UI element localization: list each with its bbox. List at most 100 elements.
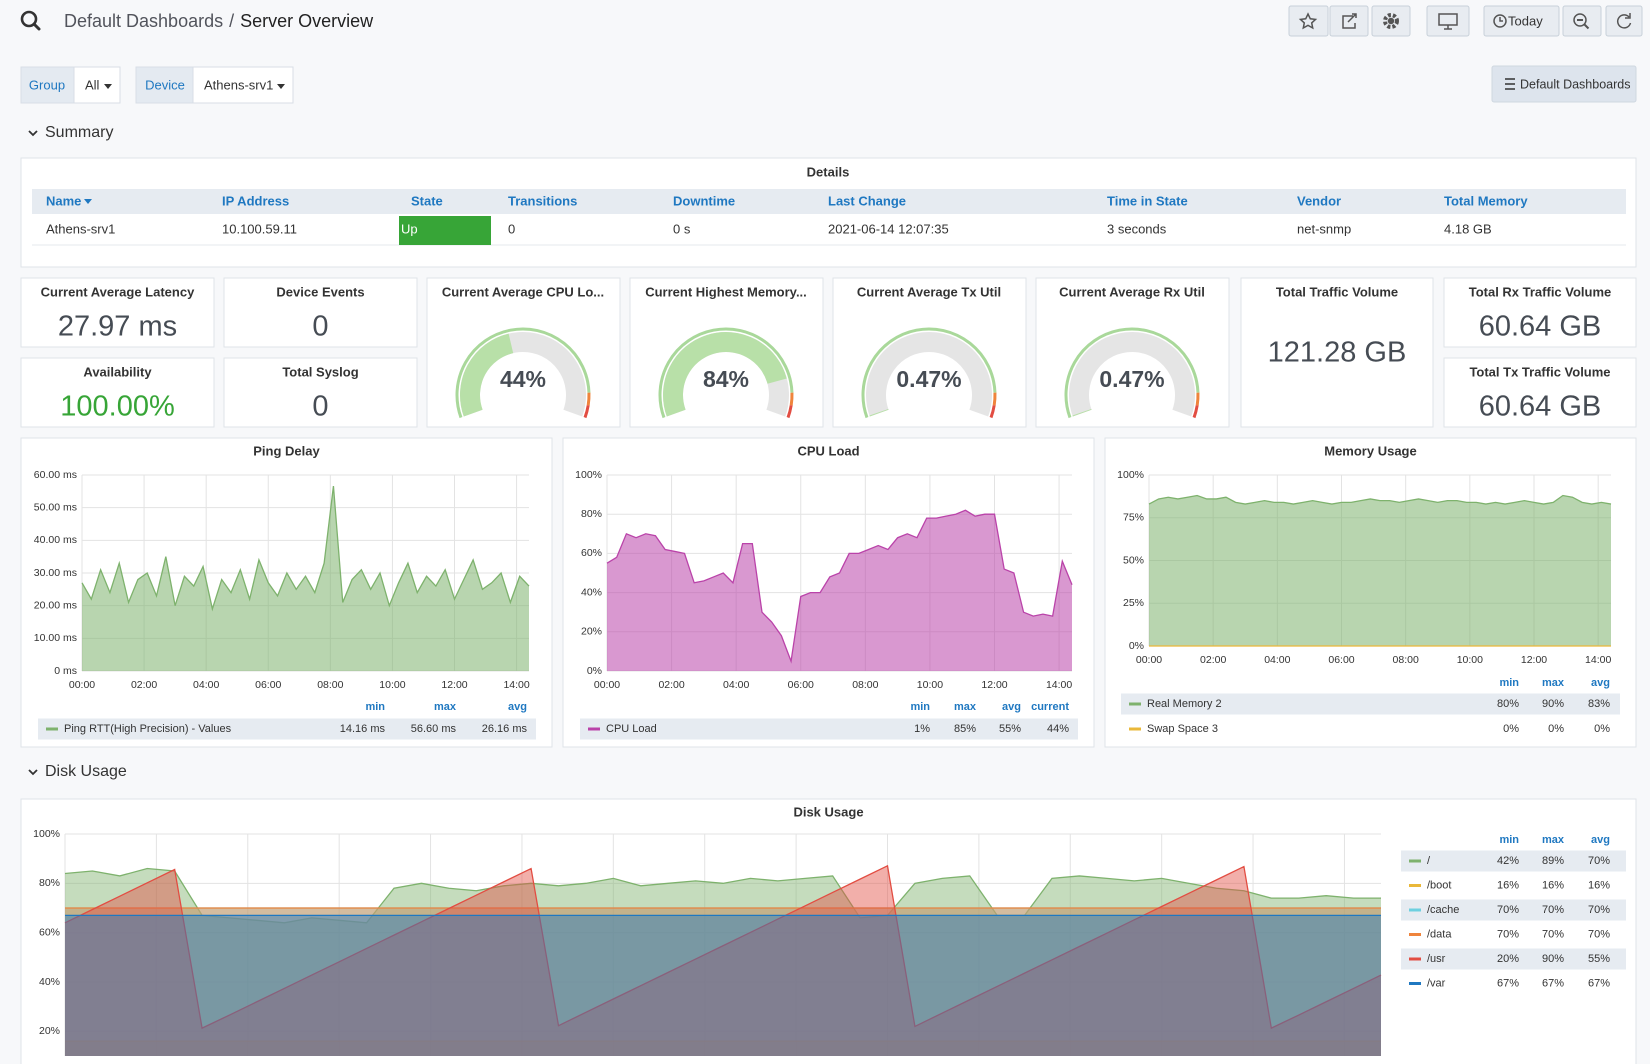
gauge-title: Current Average CPU Lo...: [442, 284, 604, 299]
legend-row-bg: [38, 718, 536, 740]
panel: [426, 277, 621, 428]
legend-stat: 90%: [1542, 953, 1564, 965]
legend-column-header: avg: [1591, 834, 1610, 846]
variable-select[interactable]: [192, 66, 294, 104]
breadcrumb-parent[interactable]: Default Dashboards: [64, 11, 223, 31]
column-header[interactable]: Last Change: [828, 193, 906, 208]
panel-title: Ping Delay: [253, 443, 320, 458]
gauge-threshold-ok: [1064, 327, 1200, 419]
row-chevron[interactable]: [28, 130, 38, 137]
star-button[interactable]: [1288, 5, 1329, 37]
legend-series-name[interactable]: /data: [1427, 928, 1452, 940]
tv-button[interactable]: [1426, 5, 1470, 37]
gauge-threshold-warn: [789, 392, 794, 406]
dashboards-button[interactable]: [1491, 65, 1637, 103]
legend-stat: 83%: [1588, 698, 1610, 710]
series-area: [65, 1041, 1381, 1056]
panel-title: Disk Usage: [793, 804, 863, 819]
column-header[interactable]: State: [411, 193, 443, 208]
legend-stat: 26.16 ms: [482, 723, 528, 735]
sort-indicator: [84, 199, 92, 204]
y-tick-label: 40%: [39, 976, 60, 988]
column-header[interactable]: Total Memory: [1444, 193, 1528, 208]
variable-value[interactable]: Athens-srv1: [204, 77, 273, 92]
column-header[interactable]: Name: [46, 193, 81, 208]
y-tick-label: 40%: [581, 586, 602, 598]
stat-value: 27.97 ms: [58, 311, 177, 343]
legend-stat: 70%: [1588, 928, 1610, 940]
legend-stat: 67%: [1542, 977, 1564, 989]
column-header[interactable]: Transitions: [508, 193, 577, 208]
series-area: [82, 486, 529, 671]
legend-stat: 0%: [1548, 723, 1564, 735]
legend-series-name[interactable]: Ping RTT(High Precision) - Values: [64, 723, 232, 735]
column-header[interactable]: Vendor: [1297, 193, 1341, 208]
table-cell: 3 seconds: [1107, 221, 1167, 236]
gauge-threshold-ok: [861, 327, 997, 419]
row-title[interactable]: Summary: [45, 124, 113, 141]
panel: [20, 357, 215, 428]
legend-column-header: min: [1499, 834, 1519, 846]
stat-title: Current Average Latency: [41, 284, 195, 299]
y-tick-label: 0%: [1129, 640, 1144, 652]
y-tick-label: 20%: [581, 626, 602, 638]
legend-series-name[interactable]: Swap Space 3: [1147, 723, 1218, 735]
x-tick-label: 06:00: [788, 679, 814, 691]
table-cell: Athens-srv1: [46, 221, 115, 236]
stat-title: Device Events: [276, 284, 364, 299]
panel-title: CPU Load: [797, 443, 859, 458]
legend-series-name[interactable]: /cache: [1427, 904, 1459, 916]
legend-series-name[interactable]: Real Memory 2: [1147, 698, 1222, 710]
panel: [20, 277, 215, 348]
gauge-title: Current Highest Memory...: [645, 284, 807, 299]
column-header[interactable]: Downtime: [673, 193, 735, 208]
legend-column-header: max: [434, 701, 457, 713]
stat-value: 60.64 GB: [1479, 391, 1602, 423]
gauge-threshold-crit: [989, 405, 996, 419]
column-header[interactable]: Time in State: [1107, 193, 1188, 208]
y-tick-label: 60%: [39, 926, 60, 938]
x-tick-label: 14:00: [503, 679, 529, 691]
series-area: [65, 908, 1381, 1056]
series-line: [64, 864, 1382, 1030]
legend-series-name[interactable]: /var: [1427, 977, 1446, 989]
y-tick-label: 100%: [33, 828, 60, 840]
series-line: [64, 867, 1381, 924]
gauge-threshold-ok: [455, 327, 591, 419]
time-picker[interactable]: [1483, 5, 1560, 37]
legend-column-header: min: [910, 701, 930, 713]
variable-select[interactable]: [73, 66, 121, 104]
search-icon[interactable]: [20, 10, 41, 31]
x-tick-label: 06:00: [255, 679, 281, 691]
legend-series-name[interactable]: /usr: [1427, 953, 1446, 965]
column-header[interactable]: IP Address: [222, 193, 289, 208]
gauge-title: Current Average Rx Util: [1059, 284, 1205, 299]
legend-column-header: avg: [1002, 701, 1021, 713]
row-title[interactable]: Disk Usage: [45, 763, 127, 780]
x-tick-label: 04:00: [1264, 654, 1290, 666]
panel: [832, 277, 1027, 428]
y-tick-label: 75%: [1123, 512, 1144, 524]
y-tick-label: 0%: [587, 665, 602, 677]
x-tick-label: 12:00: [981, 679, 1007, 691]
legend-stat: 89%: [1542, 855, 1564, 867]
x-tick-label: 00:00: [1136, 654, 1162, 666]
row-chevron[interactable]: [28, 769, 38, 776]
table-cell: 4.18 GB: [1444, 221, 1492, 236]
legend-series-name[interactable]: CPU Load: [606, 723, 657, 735]
y-tick-label: 80%: [581, 508, 602, 520]
legend-series-name[interactable]: /: [1427, 855, 1431, 867]
gauge-track: [1069, 332, 1195, 417]
refresh-button[interactable]: [1605, 5, 1643, 37]
stat-value: 60.64 GB: [1479, 311, 1602, 343]
legend-column-header: max: [1542, 834, 1565, 846]
table-cell: 2021-06-14 12:07:35: [828, 221, 949, 236]
table-cell: net-snmp: [1297, 221, 1351, 236]
panel: [1443, 277, 1637, 348]
legend-series-name[interactable]: /boot: [1427, 879, 1451, 891]
legend-stat: 70%: [1542, 904, 1564, 916]
variable-value[interactable]: All: [85, 77, 100, 92]
legend-swatch: [1409, 957, 1421, 961]
panel: [20, 798, 1637, 1064]
